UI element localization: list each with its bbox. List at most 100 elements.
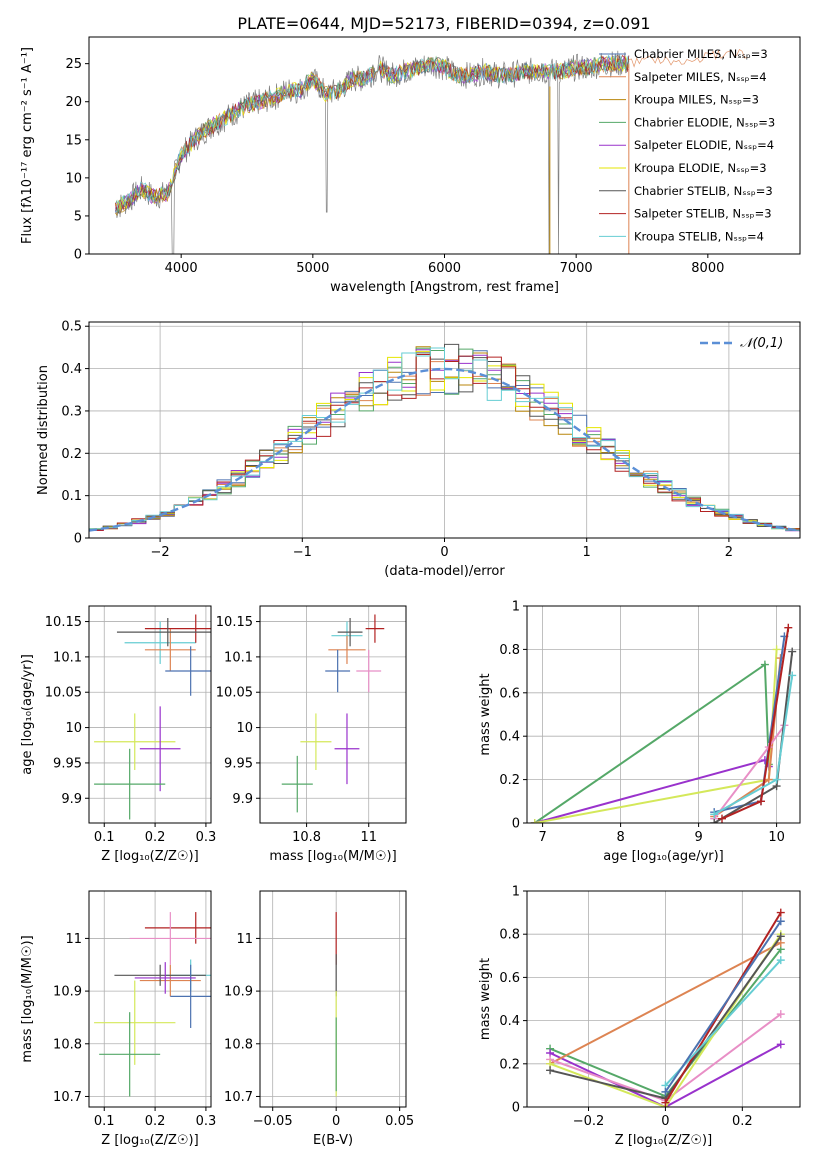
y-tick-label: 0.3 bbox=[61, 404, 82, 419]
plus-marker bbox=[776, 1040, 785, 1049]
y-axis-label: mass weight bbox=[478, 673, 493, 755]
legend-label: Kroupa MILES, Nₛₛₚ=3 bbox=[634, 93, 759, 107]
data-point bbox=[139, 964, 201, 997]
y-tick-label: 0 bbox=[74, 248, 82, 263]
plot-area bbox=[94, 614, 211, 820]
plot-area bbox=[546, 908, 785, 1107]
x-tick-label: 4000 bbox=[165, 261, 198, 276]
y-tick-label: 0.8 bbox=[499, 643, 520, 658]
panel-mass-vs-z: 0.1 0.2 0.3 10.7 10.8 10.9 11 Z [log₁₀(Z/Z☉)] ma… bbox=[20, 890, 217, 1148]
panel-mass-vs-ebv: −0.05 0 0.05 10.7 10.8 10.9 11 E(B-V) bbox=[224, 890, 414, 1148]
residual-histogram bbox=[89, 347, 800, 531]
x-axis-label: Z [log₁₀(Z/Z☉)] bbox=[101, 1133, 198, 1148]
data-point bbox=[334, 713, 360, 785]
x-tick-label: 0.2 bbox=[145, 1114, 166, 1129]
x-axis-label: age [log₁₀(age/yr)] bbox=[603, 849, 724, 864]
panel-residuals: −2 −1 0 1 2 0 0.1 0.2 0.3 0.4 0.5 (data-model)/erro… bbox=[36, 320, 801, 579]
weight-line bbox=[549, 941, 782, 1065]
legend-label: Salpeter STELIB, Nₛₛₚ=3 bbox=[634, 207, 772, 221]
panel-weight-vs-age: 7 8 9 10 0 0.2 0.4 0.6 0.8 1 age [log₁₀(age/yr)] ma… bbox=[478, 600, 801, 864]
y-tick-label: 10.05 bbox=[216, 686, 253, 701]
legend-label: Salpeter MILES, Nₛₛₚ=4 bbox=[634, 70, 767, 84]
y-tick-label: 10.8 bbox=[53, 1037, 82, 1052]
y-tick-label: 11 bbox=[65, 932, 82, 947]
data-point bbox=[328, 635, 366, 664]
plot-area bbox=[89, 343, 800, 532]
panel-age-vs-mass: 10.8 11 9.9 9.95 10 10.05 10.1 10.15 mass [log₁₀… bbox=[216, 605, 407, 864]
y-tick-label: 10.1 bbox=[224, 650, 253, 665]
y-tick-label: 10.9 bbox=[224, 985, 253, 1000]
x-tick-label: 6000 bbox=[428, 261, 461, 276]
x-tick-label: −0.05 bbox=[253, 1114, 293, 1129]
x-axis-label: Z [log₁₀(Z/Z☉)] bbox=[101, 849, 198, 864]
y-tick-label: 9.95 bbox=[224, 756, 253, 771]
x-tick-label: 0.3 bbox=[196, 1114, 217, 1129]
x-tick-label: 8 bbox=[616, 830, 624, 845]
y-tick-label: 10.15 bbox=[45, 615, 82, 630]
model-spectrum bbox=[115, 54, 630, 213]
y-tick-label: 10.15 bbox=[216, 615, 253, 630]
y-tick-label: 10.7 bbox=[224, 1090, 253, 1105]
y-tick-label: 15 bbox=[65, 133, 82, 148]
data-point bbox=[144, 628, 196, 672]
plus-marker bbox=[772, 775, 781, 784]
x-tick-label: 7000 bbox=[560, 261, 593, 276]
x-tick-label: 0.05 bbox=[385, 1114, 414, 1129]
legend-label: Chabrier ELODIE, Nₛₛₚ=3 bbox=[634, 115, 775, 129]
legend-label: Chabrier MILES, Nₛₛₚ=3 bbox=[634, 47, 768, 61]
plus-marker bbox=[760, 660, 769, 669]
y-tick-label: 10.1 bbox=[53, 650, 82, 665]
x-axis-label: (data-model)/error bbox=[384, 564, 505, 579]
model-spectrum bbox=[114, 55, 630, 215]
y-tick-label: 25 bbox=[65, 57, 82, 72]
weight-line bbox=[721, 627, 790, 820]
x-tick-label: 10 bbox=[768, 830, 785, 845]
data-point bbox=[99, 1012, 161, 1097]
y-tick-label: 0.5 bbox=[61, 320, 82, 335]
plus-marker bbox=[764, 775, 773, 784]
axes-frame bbox=[88, 605, 212, 824]
plus-marker bbox=[776, 908, 785, 917]
weight-line bbox=[664, 920, 782, 1093]
x-tick-label: −2 bbox=[151, 545, 170, 560]
legend: Chabrier MILES, Nₛₛₚ=3 Salpeter MILES, Nₛ… bbox=[599, 47, 775, 243]
plus-marker bbox=[718, 814, 726, 823]
y-axis-label: mass weight bbox=[478, 958, 493, 1040]
y-tick-label: 0.6 bbox=[499, 686, 520, 701]
axes-frame bbox=[526, 890, 801, 1108]
y-axis-label: Flux [fλ10⁻¹⁷ erg cm⁻² s⁻¹ A⁻¹] bbox=[20, 47, 35, 244]
y-tick-label: 0.2 bbox=[61, 447, 82, 462]
plus-marker bbox=[776, 1010, 785, 1019]
data-point bbox=[94, 748, 166, 820]
plus-marker bbox=[788, 647, 797, 656]
y-tick-label: 0 bbox=[74, 532, 82, 547]
panel-spectrum: 4000 5000 6000 7000 8000 0 5 10 15 20 25 wavelength… bbox=[20, 36, 801, 295]
x-tick-label: 0 bbox=[661, 1114, 669, 1129]
x-axis-label: Z [log₁₀(Z/Z☉)] bbox=[615, 1133, 712, 1148]
y-tick-label: 10.9 bbox=[53, 985, 82, 1000]
y-axis-label: mass [log₁₀(M/M☉)] bbox=[20, 935, 35, 1062]
weight-line bbox=[534, 662, 770, 823]
y-tick-label: 5 bbox=[74, 209, 82, 224]
legend-label: Kroupa STELIB, Nₛₛₚ=4 bbox=[634, 229, 764, 243]
axes-frame bbox=[259, 890, 407, 1108]
y-tick-label: 0.4 bbox=[61, 362, 82, 377]
y-tick-label: 1 bbox=[512, 885, 520, 900]
data-point bbox=[170, 964, 211, 1028]
y-tick-label: 10.05 bbox=[45, 686, 82, 701]
x-tick-label: 11 bbox=[360, 830, 377, 845]
y-tick-label: 0.4 bbox=[499, 730, 520, 745]
data-point bbox=[94, 980, 176, 1065]
panel-weight-vs-z: −0.2 0 0.2 0 0.2 0.4 0.6 0.8 1 Z [log₁₀(Z/Z☉)] mas… bbox=[478, 885, 801, 1148]
plus-marker bbox=[776, 956, 785, 965]
data-point bbox=[281, 755, 313, 813]
x-axis-label: E(B-V) bbox=[313, 1133, 353, 1148]
plus-marker bbox=[710, 810, 719, 819]
y-tick-label: 0 bbox=[512, 817, 520, 832]
plus-marker bbox=[772, 645, 781, 654]
y-tick-label: 0.8 bbox=[499, 928, 520, 943]
data-point bbox=[129, 912, 211, 965]
x-tick-label: 9 bbox=[694, 830, 702, 845]
y-tick-label: 11 bbox=[236, 932, 253, 947]
axes-frame bbox=[259, 605, 407, 824]
